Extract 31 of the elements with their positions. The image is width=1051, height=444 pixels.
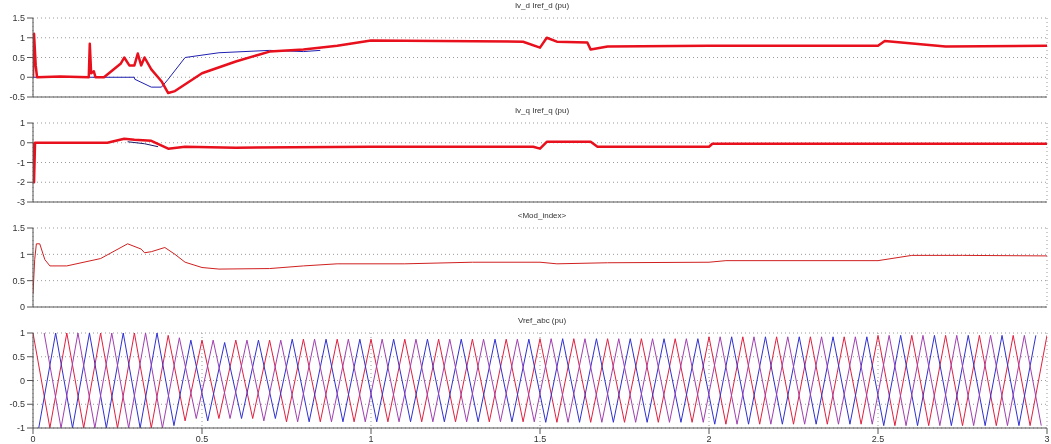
y-tick-label: 1.5 (12, 223, 25, 234)
y-tick-label: 0.5 (12, 52, 25, 63)
y-tick-label: -1 (16, 157, 25, 168)
y-tick-label: 1 (19, 118, 25, 129)
x-tick-label: 0 (30, 434, 36, 444)
x-tick-label: 2 (706, 434, 712, 444)
chart-title: Iv_d Iref_d (pu) (513, 0, 571, 12)
y-tick-label: -3 (16, 197, 25, 208)
line-series (33, 137, 1047, 184)
y-tick-label: 0 (19, 72, 25, 83)
x-tick-label: 0.5 (195, 434, 209, 444)
y-tick-label: 0 (19, 137, 25, 148)
x-tick-label: 2.5 (871, 434, 885, 444)
y-tick-label: 0.5 (12, 275, 25, 286)
chart-title: <Mod_index> (516, 210, 568, 222)
y-tick-label: 0 (19, 375, 25, 386)
chart-title: Iv_q Iref_q (pu) (513, 105, 571, 117)
y-tick-label: 1 (19, 328, 25, 339)
y-tick-label: 1.5 (12, 13, 25, 24)
x-tick-label: 3 (1044, 434, 1050, 444)
y-tick-label: -2 (16, 177, 25, 188)
y-tick-label: -0.5 (9, 92, 25, 103)
y-tick-label: -0.5 (9, 399, 25, 410)
x-tick-label: 1 (368, 434, 374, 444)
y-tick-label: 1 (19, 249, 25, 260)
x-tick-label: 1.5 (533, 434, 547, 444)
chart-title: Vref_abc (pu) (516, 315, 568, 327)
y-tick-label: 1 (19, 32, 25, 43)
y-tick-label: -1 (16, 423, 25, 434)
y-tick-label: 0.5 (12, 351, 25, 362)
y-tick-label: 0 (19, 302, 25, 313)
